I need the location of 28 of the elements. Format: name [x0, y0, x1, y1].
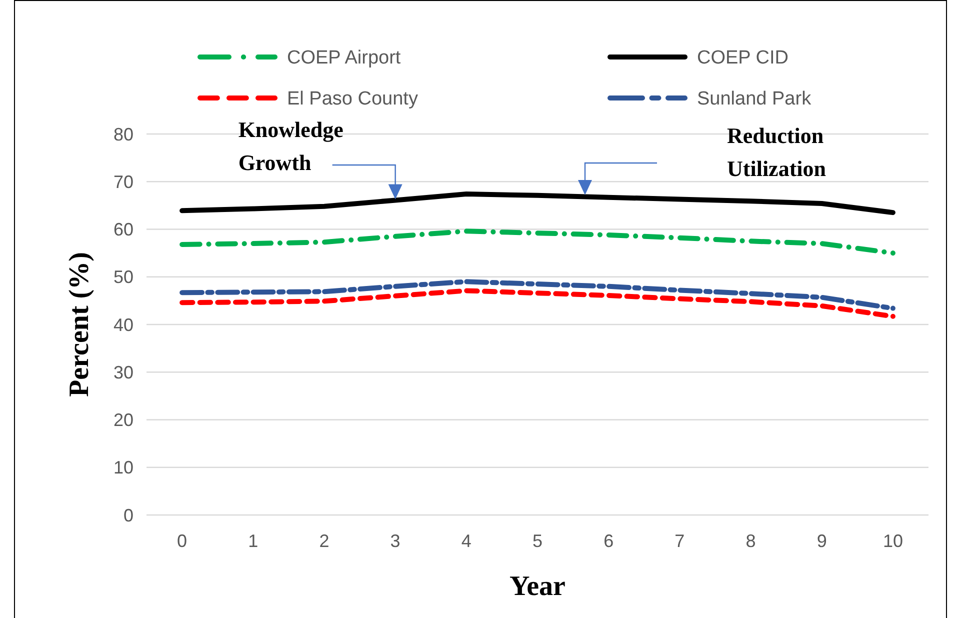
y-tick-label: 30 [113, 362, 134, 382]
x-tick-label: 0 [177, 531, 188, 551]
legend-label: COEP CID [697, 48, 789, 69]
x-tick-label: 4 [461, 531, 472, 551]
x-tick-label: 6 [604, 531, 614, 551]
y-tick-label: 80 [113, 124, 134, 144]
y-tick-label: 20 [113, 410, 134, 430]
annotation: Knowledge Growth [238, 117, 344, 175]
annotation: Reduction Utilization [727, 123, 826, 181]
x-tick-label: 5 [532, 531, 543, 551]
x-tick-label: 8 [746, 531, 756, 551]
x-axis-title: Year [510, 571, 566, 602]
legend-label: Sunland Park [697, 88, 812, 110]
x-tick-label: 7 [674, 531, 685, 551]
y-tick-label: 40 [113, 314, 134, 335]
y-tick-label: 70 [113, 172, 134, 192]
x-tick-label: 3 [390, 531, 400, 551]
x-tick-label: 10 [882, 531, 903, 551]
x-tick-label: 9 [816, 531, 827, 551]
legend-label: El Paso County [287, 88, 418, 110]
y-tick-label: 50 [113, 267, 134, 288]
y-tick-label: 60 [113, 220, 134, 240]
legend-label: COEP Airport [287, 48, 402, 69]
y-tick-label: 0 [123, 505, 134, 526]
x-tick-label: 2 [319, 531, 330, 551]
y-axis-title: Percent (%) [64, 252, 95, 397]
x-tick-label: 1 [248, 531, 258, 551]
y-tick-label: 10 [113, 458, 134, 478]
